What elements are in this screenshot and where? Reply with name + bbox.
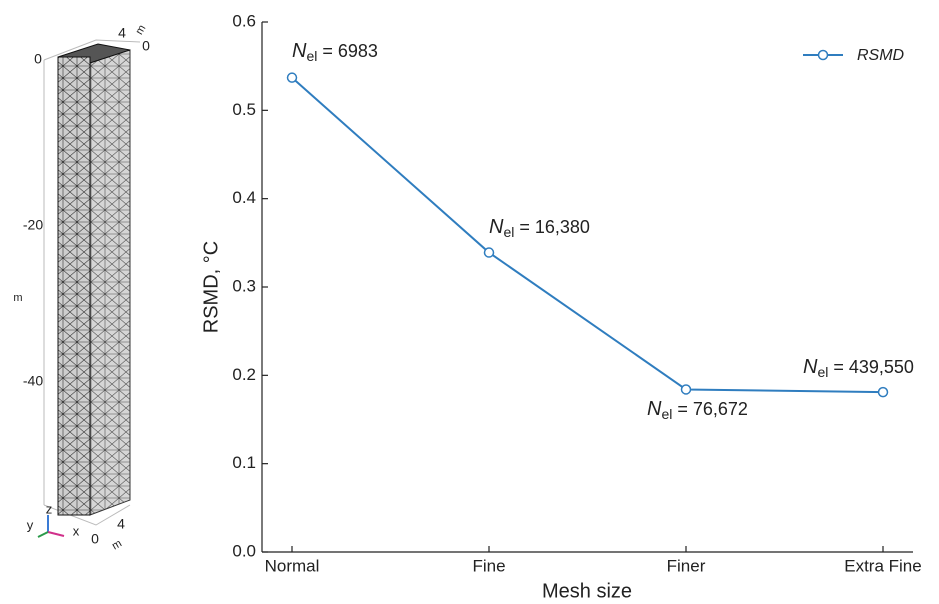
legend-marker (817, 49, 829, 61)
annotation-subscript: el (661, 406, 672, 422)
mesh-axis-label: m (133, 23, 148, 37)
mesh-axis-label: 0 (142, 38, 150, 54)
annotation: Nel = 6983 (292, 40, 378, 63)
y-tick-label: 0.3 (232, 276, 256, 295)
annotation-subscript: el (817, 364, 828, 380)
legend-label: RSMD (857, 47, 905, 64)
annotation-subscript: el (306, 48, 317, 64)
annotation-symbol: N (803, 356, 818, 378)
annotation: Nel = 439,550 (803, 356, 914, 379)
annotation: Nel = 16,380 (489, 216, 590, 239)
mesh-axis-label: 4 (118, 25, 126, 41)
point (483, 247, 495, 258)
mesh-axis-label: m (110, 537, 124, 552)
mesh-axis-label: 0 (91, 531, 99, 547)
annotation-symbol: N (647, 398, 662, 420)
annotation-text: = 76,672 (677, 399, 748, 419)
y-tick-label: 0.2 (232, 365, 256, 384)
point (680, 384, 692, 395)
x-tick-label: Normal (265, 556, 320, 575)
x-tick-label: Extra Fine (844, 556, 921, 575)
x-tick-label: Fine (472, 556, 505, 575)
mesh-axis-label: -40 (23, 373, 43, 389)
y-axis-label: RSMD, °C (200, 241, 222, 333)
y-tick-label: 0.1 (232, 453, 256, 472)
line (291, 76, 884, 394)
mesh-axis-label: 4 (117, 516, 125, 532)
point (877, 386, 889, 398)
mesh-axis-label: -20 (23, 217, 43, 233)
triad-label: x (73, 523, 80, 538)
annotation-text: = 6983 (322, 41, 378, 61)
mesh-axis-label: m (13, 292, 22, 304)
annotation: Nel = 76,672 (647, 398, 748, 421)
y-tick-label: 0.6 (232, 11, 256, 30)
y-tick-label: 0.5 (232, 100, 256, 119)
triad-label: y (27, 517, 34, 532)
y-tick-label: 0.4 (232, 188, 256, 207)
annotation-text: = 16,380 (519, 217, 590, 237)
annotation-subscript: el (503, 224, 514, 240)
mesh-axis-label: 0 (34, 51, 42, 67)
annotation-text: = 439,550 (833, 357, 914, 377)
mesh-figure (37, 39, 141, 538)
triad-label: z (46, 501, 53, 516)
annotation-symbol: N (292, 40, 307, 62)
y-tick-label: 0.0 (232, 541, 256, 560)
x-tick-label: Finer (667, 556, 706, 575)
x-axis-label: Mesh size (542, 580, 632, 602)
annotation-symbol: N (489, 216, 504, 238)
point (286, 72, 298, 83)
